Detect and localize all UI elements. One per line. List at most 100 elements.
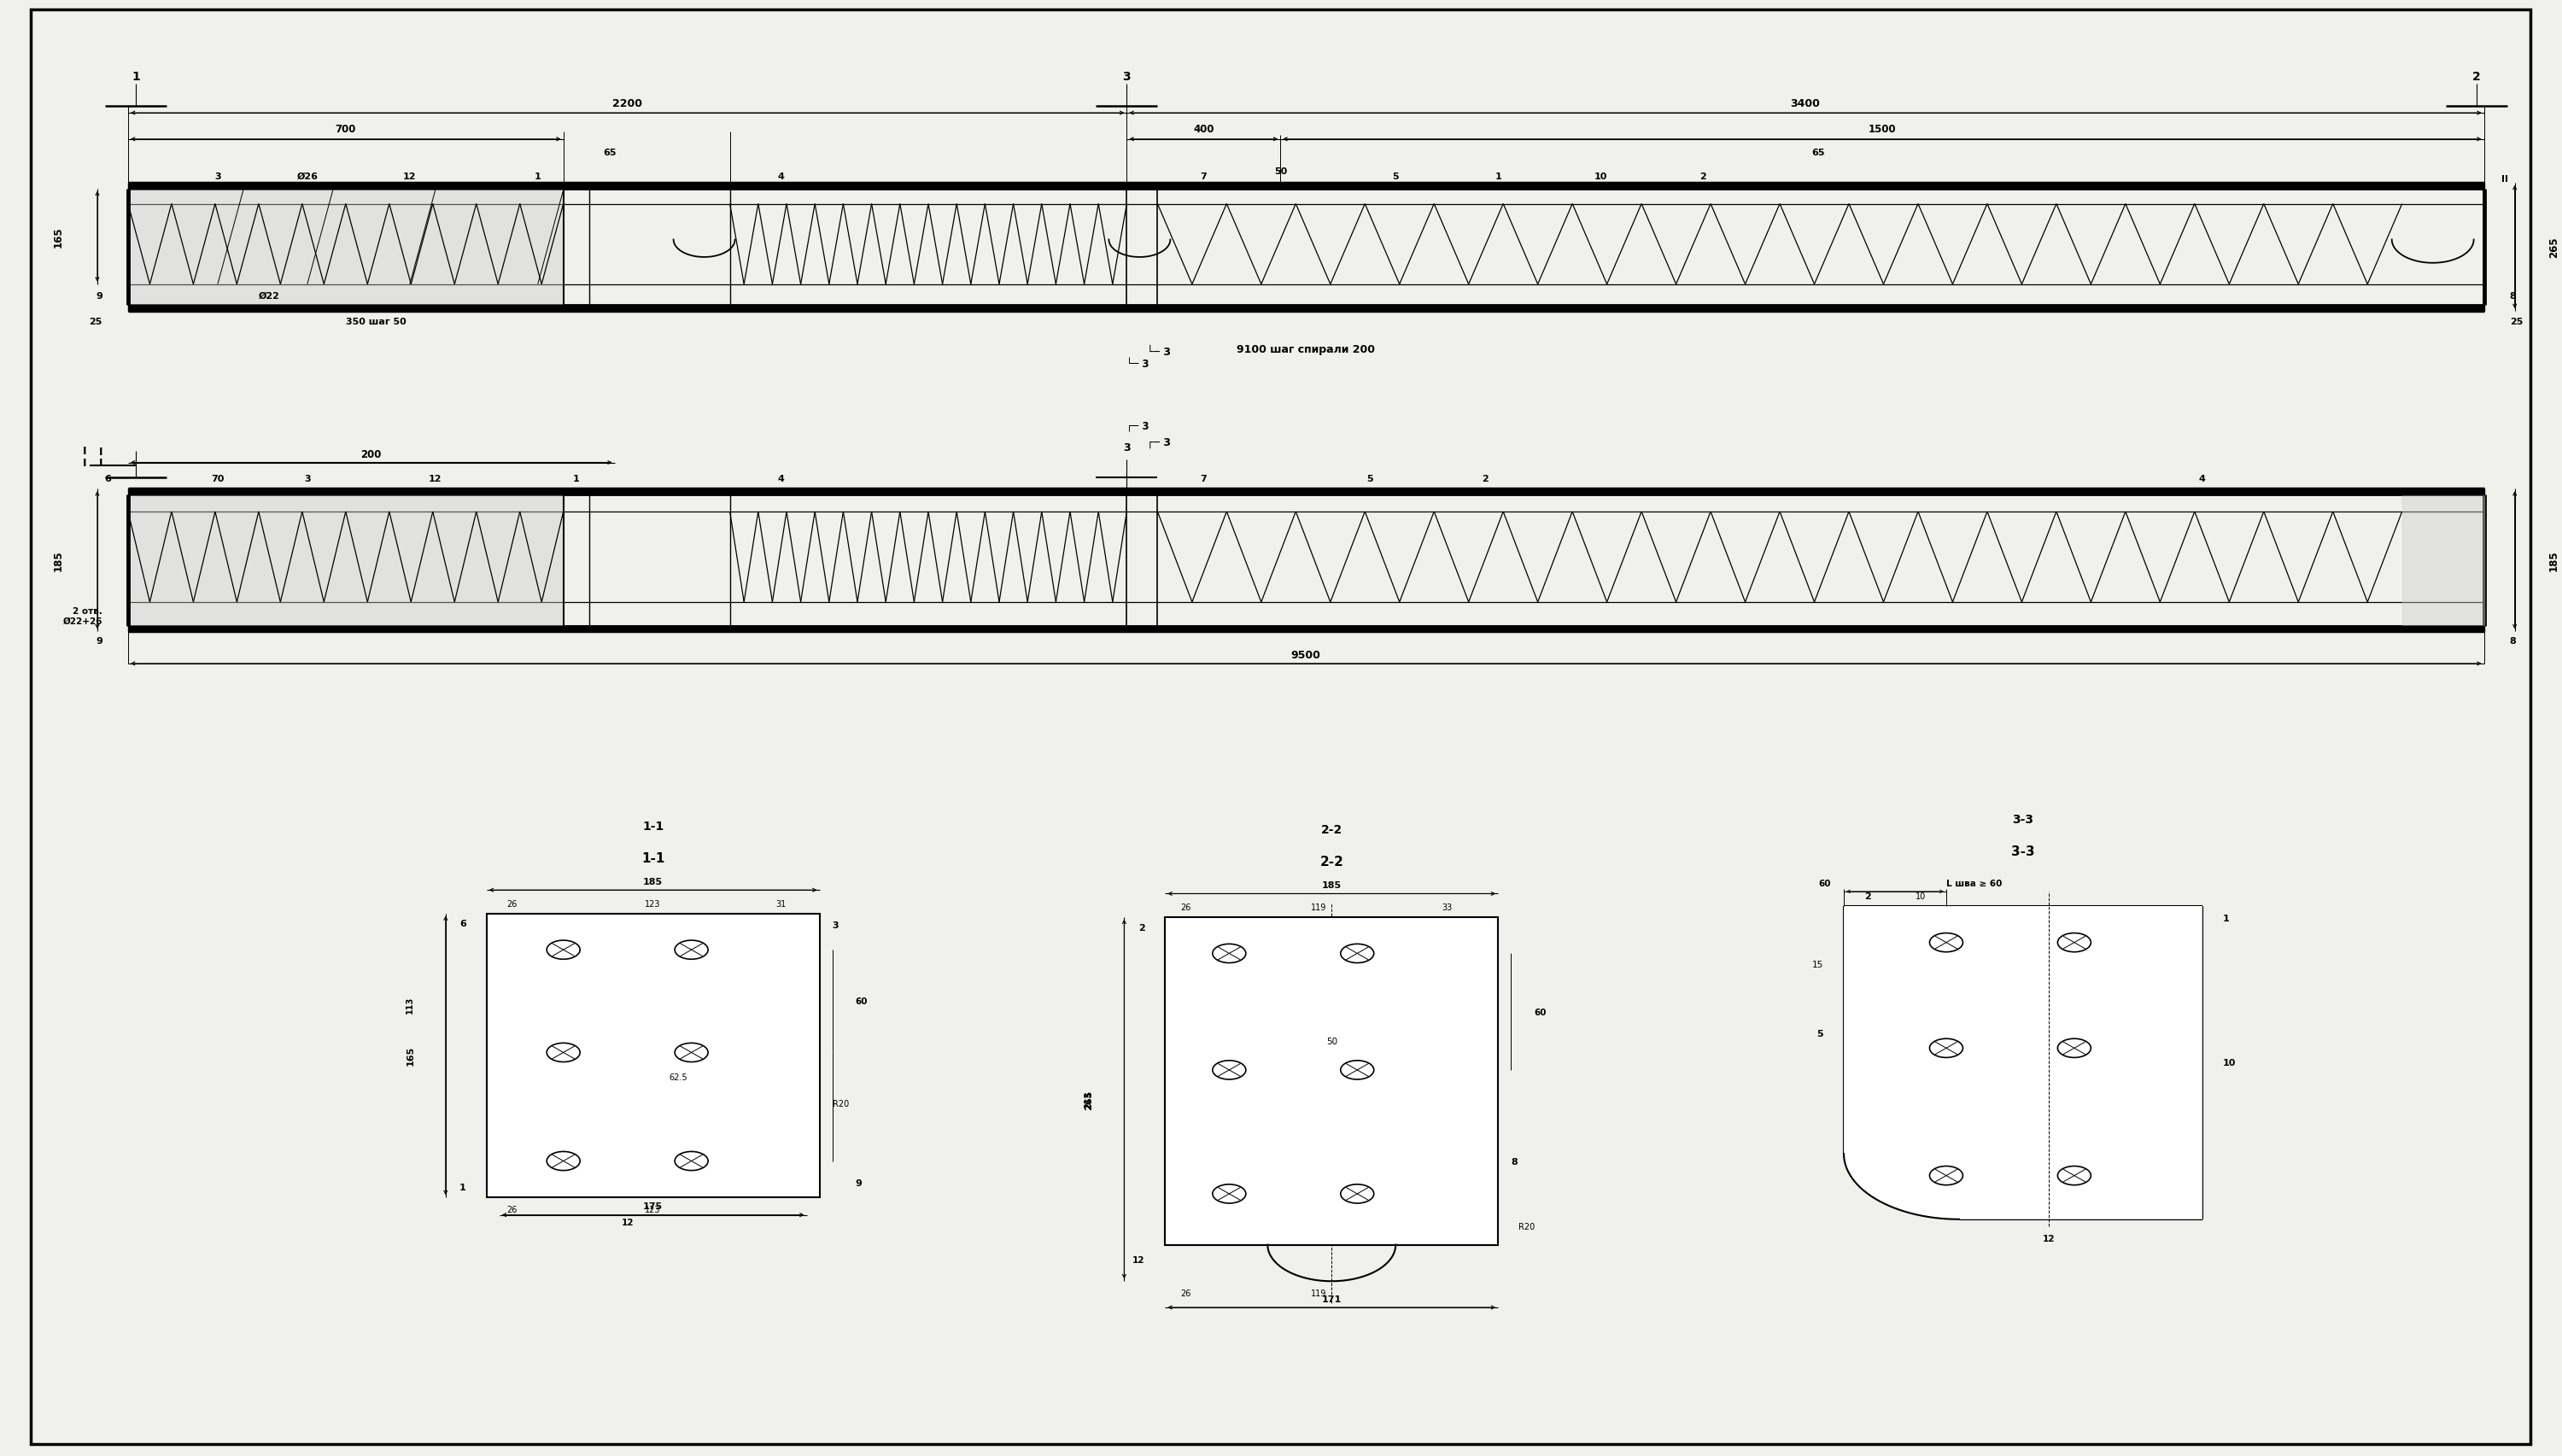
Text: 25: 25	[2511, 317, 2524, 326]
Circle shape	[1212, 1185, 1245, 1203]
Text: 26: 26	[1181, 903, 1191, 911]
Text: 171: 171	[1322, 1294, 1342, 1303]
Text: 4: 4	[779, 172, 784, 181]
Text: 9: 9	[856, 1179, 861, 1187]
Text: 15: 15	[1811, 961, 1824, 968]
Circle shape	[546, 941, 579, 960]
Text: 2: 2	[2472, 71, 2480, 83]
Text: 3: 3	[1122, 71, 1130, 83]
Text: 2: 2	[1481, 475, 1489, 483]
Text: 165: 165	[54, 227, 64, 248]
Text: 1500: 1500	[1868, 124, 1896, 135]
Text: 5: 5	[1366, 475, 1373, 483]
Text: 26: 26	[1181, 1289, 1191, 1297]
Polygon shape	[1845, 906, 2203, 1219]
Text: I: I	[97, 446, 102, 457]
Text: Ø22: Ø22	[259, 293, 279, 300]
Text: └─ 3: └─ 3	[1127, 358, 1150, 370]
Polygon shape	[1166, 917, 1499, 1245]
Text: └─ 3: └─ 3	[1148, 347, 1171, 358]
Text: 31: 31	[776, 900, 787, 907]
Text: 2-2: 2-2	[1322, 824, 1342, 836]
Text: 200: 200	[361, 448, 382, 460]
Text: 2 отв.: 2 отв.	[72, 607, 102, 616]
Polygon shape	[487, 914, 820, 1197]
Text: 1: 1	[131, 71, 141, 83]
Text: 123: 123	[646, 900, 661, 907]
Text: 1: 1	[2224, 914, 2229, 922]
Text: 60: 60	[1819, 879, 1832, 887]
Text: 123: 123	[646, 1206, 661, 1213]
Text: 3: 3	[1122, 441, 1130, 453]
Text: 2-2: 2-2	[1319, 856, 1342, 868]
Text: 1: 1	[1494, 172, 1501, 181]
Text: 26: 26	[507, 900, 518, 907]
Text: 3400: 3400	[1791, 98, 1819, 109]
Text: R20: R20	[1519, 1222, 1535, 1230]
Text: 50: 50	[1273, 167, 1286, 176]
Circle shape	[1212, 945, 1245, 964]
Text: 9500: 9500	[1291, 649, 1322, 661]
Text: 3-3: 3-3	[2011, 812, 2034, 826]
Text: 12: 12	[402, 172, 418, 181]
Text: 65: 65	[1811, 149, 1824, 157]
Circle shape	[674, 1152, 707, 1171]
Text: 3: 3	[305, 475, 310, 483]
Text: 50: 50	[1327, 1037, 1337, 1045]
Text: 33: 33	[1442, 903, 1453, 911]
Text: 9: 9	[95, 293, 102, 300]
Text: 185: 185	[643, 878, 664, 885]
Text: 165: 165	[407, 1045, 415, 1066]
Text: II: II	[2501, 175, 2508, 183]
Text: 12: 12	[620, 1217, 633, 1226]
Text: 3: 3	[215, 172, 220, 181]
Text: 1-1: 1-1	[643, 820, 664, 833]
Text: Ø26: Ø26	[297, 172, 318, 181]
Text: 2200: 2200	[612, 98, 643, 109]
Text: 119: 119	[1312, 1289, 1327, 1297]
Text: 8: 8	[1512, 1158, 1517, 1166]
Circle shape	[1340, 945, 1373, 964]
Circle shape	[546, 1042, 579, 1063]
Text: 7: 7	[1199, 475, 1207, 483]
Text: 62.5: 62.5	[669, 1073, 687, 1082]
Circle shape	[1929, 933, 1962, 952]
Text: 7: 7	[1199, 172, 1207, 181]
Text: 350 шаг 50: 350 шаг 50	[346, 317, 407, 326]
Circle shape	[674, 941, 707, 960]
Text: 1-1: 1-1	[640, 852, 664, 865]
Text: 5: 5	[1391, 172, 1399, 181]
Text: 10: 10	[2224, 1059, 2237, 1067]
Text: 60: 60	[856, 997, 869, 1006]
Text: 185: 185	[54, 550, 64, 571]
Text: 2: 2	[1138, 923, 1145, 932]
Text: 8: 8	[2511, 636, 2516, 645]
Text: 12: 12	[2042, 1233, 2055, 1242]
Text: 65: 65	[602, 149, 615, 157]
Text: 9100 шаг спирали 200: 9100 шаг спирали 200	[1237, 344, 1376, 355]
Text: 1: 1	[459, 1184, 466, 1191]
Text: 60: 60	[1535, 1008, 1547, 1016]
Circle shape	[1929, 1166, 1962, 1185]
Circle shape	[2057, 933, 2091, 952]
Text: 10: 10	[1916, 893, 1927, 900]
Text: 2: 2	[1699, 172, 1706, 181]
Text: 6: 6	[105, 475, 110, 483]
Text: 700: 700	[336, 124, 356, 135]
Circle shape	[1340, 1060, 1373, 1080]
Text: L шва ≥ 60: L шва ≥ 60	[1947, 879, 2001, 887]
Text: 119: 119	[1312, 903, 1327, 911]
Text: 3: 3	[833, 920, 838, 929]
Text: 185: 185	[1322, 881, 1342, 890]
Text: 25: 25	[90, 317, 102, 326]
Text: I: I	[82, 446, 87, 457]
Text: 213: 213	[1084, 1091, 1091, 1108]
Text: 10: 10	[1594, 172, 1606, 181]
Text: 12: 12	[1132, 1255, 1145, 1264]
Text: ┌─ 3: ┌─ 3	[1127, 419, 1150, 431]
Text: 400: 400	[1194, 124, 1214, 135]
Text: 6: 6	[459, 920, 466, 927]
Text: R20: R20	[833, 1099, 848, 1108]
Text: 9: 9	[95, 636, 102, 645]
Text: 4: 4	[2198, 475, 2206, 483]
